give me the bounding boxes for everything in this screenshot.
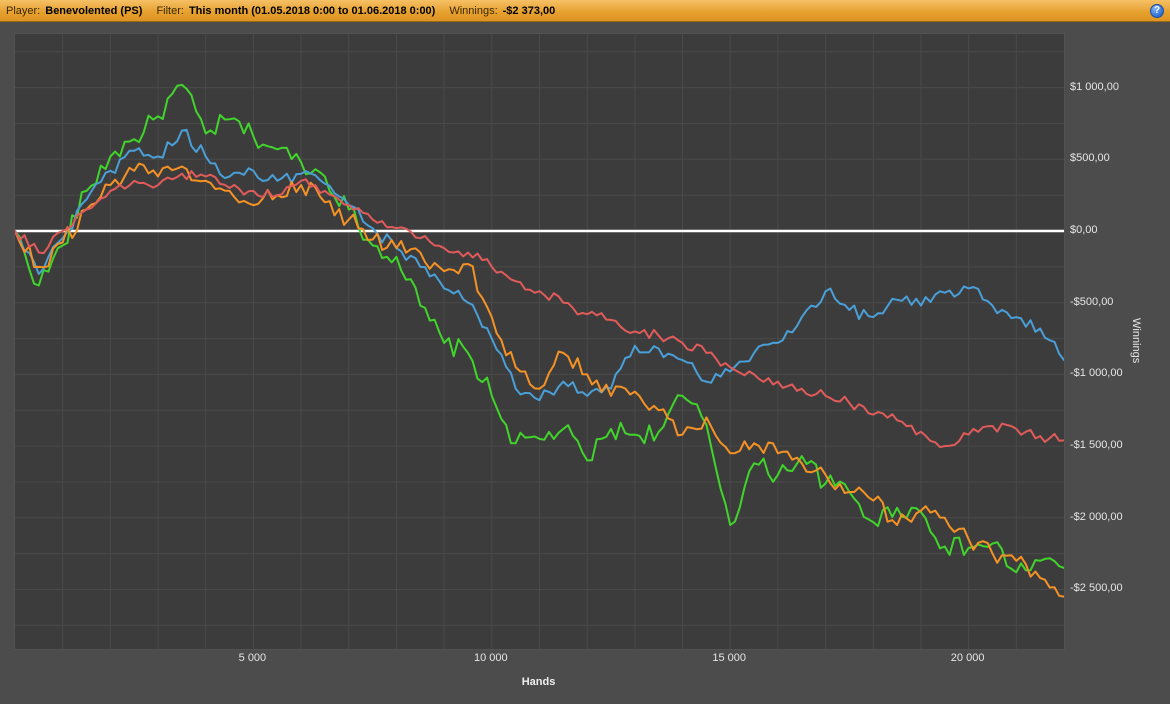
title-bar: Player: Benevolented (PS) Filter: This m… xyxy=(0,0,1170,22)
x-tick-label: 10 000 xyxy=(473,652,508,664)
help-icon[interactable]: ? xyxy=(1150,3,1164,18)
y-tick-label: $500,00 xyxy=(1070,152,1110,165)
series-line-orange xyxy=(15,162,1064,598)
y-tick-label: -$1 500,00 xyxy=(1070,439,1123,452)
y-tick-label: -$1 000,00 xyxy=(1070,367,1123,380)
x-axis-title: Hands xyxy=(521,676,556,688)
series-line-green xyxy=(15,83,1064,574)
player-label: Player: xyxy=(6,4,41,17)
y-tick-label: $0,00 xyxy=(1070,224,1098,237)
filter-value: This month (01.05.2018 0:00 to 01.06.201… xyxy=(188,4,436,17)
x-tick-label: 20 000 xyxy=(950,652,985,664)
series-line-red xyxy=(15,170,1064,449)
y-tick-label: -$2 500,00 xyxy=(1070,582,1123,595)
winnings-label: Winnings: xyxy=(449,4,498,17)
y-tick-label: $1 000,00 xyxy=(1070,80,1119,93)
y-axis-title: Winnings xyxy=(1130,317,1142,364)
y-tick-label: -$500,00 xyxy=(1070,295,1114,308)
chart-plot-area xyxy=(14,33,1065,650)
player-value: Benevolented (PS) xyxy=(45,4,143,17)
series-line-blue xyxy=(15,128,1064,402)
winnings-graph xyxy=(15,34,1064,649)
y-tick-label: -$2 000,00 xyxy=(1070,510,1123,523)
filter-label: Filter: xyxy=(156,4,184,17)
x-tick-label: 15 000 xyxy=(712,652,747,664)
winnings-value: -$2 373,00 xyxy=(502,4,556,17)
x-tick-label: 5 000 xyxy=(238,652,267,664)
